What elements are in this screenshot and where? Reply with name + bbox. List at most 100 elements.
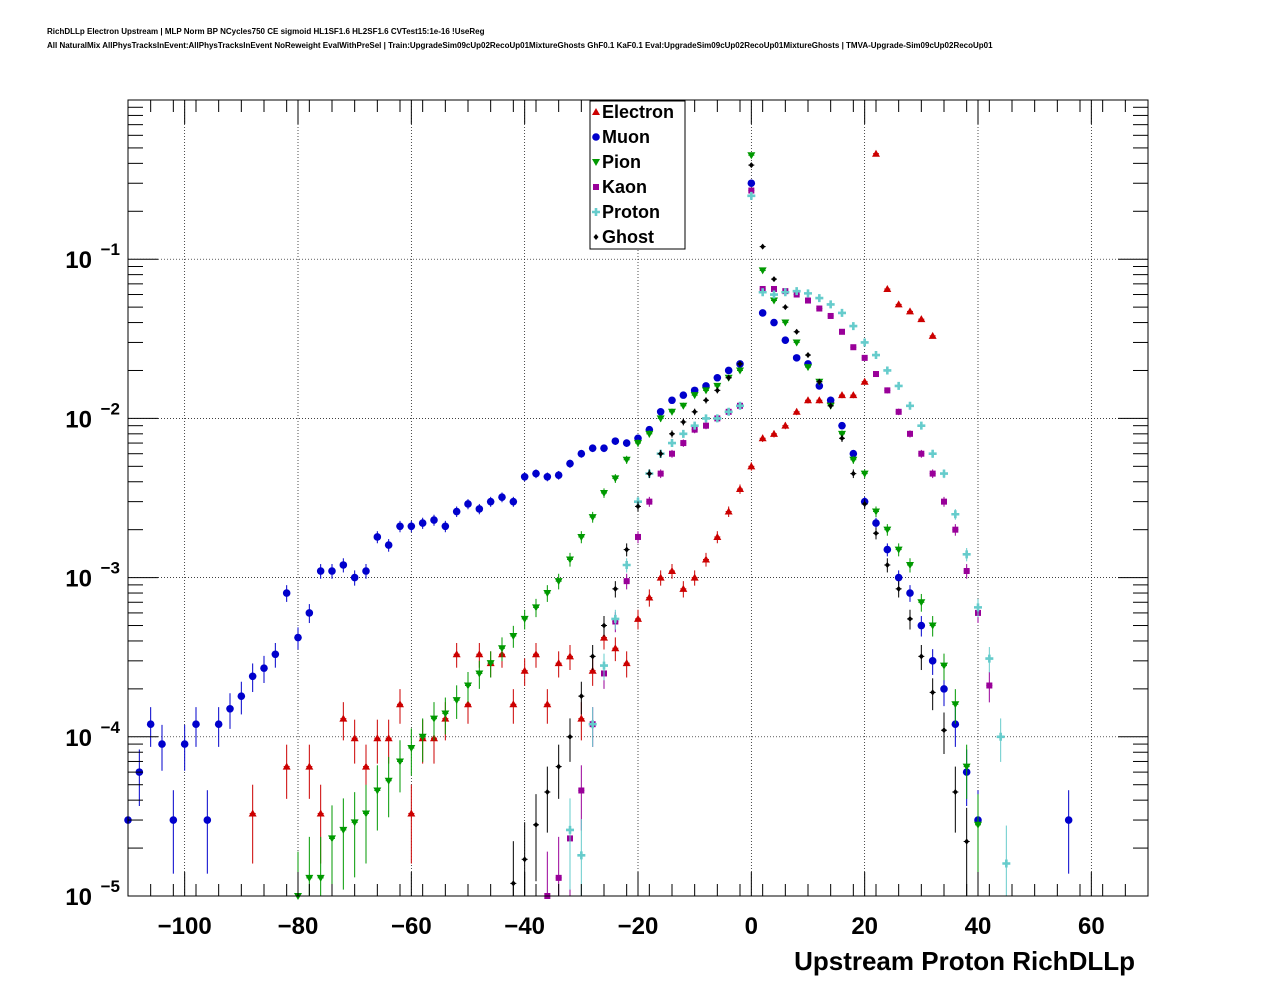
legend-item-pion[interactable]: Pion	[592, 152, 641, 172]
x-tick-label: −40	[504, 913, 545, 940]
ghost-point	[612, 585, 618, 592]
kaon-point	[748, 187, 755, 194]
proton-point	[668, 439, 676, 448]
pion-point	[838, 430, 846, 438]
kaon-point	[703, 422, 709, 429]
muon-point	[248, 672, 257, 681]
muon-point	[452, 507, 461, 516]
ghost-point	[839, 435, 845, 442]
kaon-point	[839, 328, 845, 335]
muon-point	[906, 589, 914, 597]
ghost-point	[930, 689, 936, 696]
pion-point	[339, 826, 348, 834]
electron-point	[588, 666, 597, 674]
proton-point	[940, 469, 948, 478]
kaon-point	[680, 440, 687, 447]
muon-point	[180, 740, 189, 748]
pion-point	[543, 590, 552, 598]
kaon-point	[952, 526, 959, 533]
ghost-legend-marker	[593, 234, 599, 240]
pion-point	[679, 402, 688, 410]
pion-point	[328, 835, 336, 843]
electron-point	[520, 666, 529, 674]
legend-item-electron[interactable]: Electron	[592, 102, 674, 122]
muon-point	[894, 573, 903, 582]
muon-point	[543, 472, 552, 481]
ghost-point	[703, 397, 709, 404]
muon-point	[373, 533, 382, 541]
legend-item-kaon[interactable]: Kaon	[593, 177, 647, 197]
y-tick-exponent: −4	[101, 718, 121, 737]
ghost-point	[714, 387, 720, 394]
electron-point	[622, 659, 631, 667]
pion-point	[894, 546, 903, 554]
ghost-point	[522, 856, 528, 863]
electron-point	[713, 532, 722, 540]
pion-point	[906, 561, 914, 569]
pion-point	[452, 697, 461, 705]
proton-point	[826, 300, 835, 309]
pion-point	[883, 526, 892, 534]
electron-point	[883, 284, 892, 292]
series-ghost	[510, 162, 970, 896]
proton-point	[917, 421, 926, 430]
pion-point	[441, 710, 450, 718]
kaon-point	[578, 787, 585, 794]
data-series-layer	[124, 149, 1073, 900]
muon-point	[747, 179, 756, 188]
ghost-point	[884, 561, 890, 568]
pion-point	[396, 758, 404, 766]
proton-point	[996, 732, 1005, 741]
pion-point	[917, 599, 926, 607]
ghost-point	[873, 530, 879, 537]
pion-point	[384, 777, 393, 785]
electron-point	[894, 300, 903, 308]
legend-item-ghost[interactable]: Ghost	[593, 227, 655, 247]
kaon-point	[771, 285, 777, 292]
muon-point	[554, 471, 563, 479]
legend-item-proton[interactable]: Proton	[592, 202, 660, 222]
pion-point	[373, 787, 382, 795]
proton-point	[713, 414, 722, 423]
muon-point	[316, 567, 325, 575]
proton-point	[600, 661, 608, 670]
pion-point	[872, 508, 880, 516]
muon-point	[430, 516, 438, 524]
electron-point	[781, 421, 790, 429]
muon-point	[566, 459, 574, 468]
muon-point	[282, 589, 291, 597]
ghost-point	[533, 821, 539, 828]
muon-point	[146, 720, 155, 728]
ghost-point	[760, 243, 766, 250]
pion-point	[509, 632, 518, 640]
ghost-point	[896, 585, 902, 592]
proton-point	[974, 603, 982, 612]
y-tick-exponent: −1	[101, 240, 120, 259]
proton-point	[747, 191, 756, 200]
ghost-point	[578, 693, 584, 700]
x-tick-label: −100	[158, 913, 212, 940]
muon-point	[226, 704, 234, 713]
electron-point	[509, 700, 518, 708]
pion-point	[962, 763, 971, 771]
electron-point	[815, 396, 824, 404]
y-tick-exponent: −3	[101, 559, 120, 578]
muon-point	[203, 816, 212, 824]
electron-point	[554, 659, 563, 667]
legend[interactable]: Electron Muon Pion Kaon Proton Ghost	[589, 100, 686, 250]
pion-point	[804, 364, 812, 372]
proton-point	[838, 308, 846, 317]
proton-point	[1002, 859, 1011, 868]
x-tick-label: 60	[1078, 913, 1105, 940]
pion-point	[645, 430, 654, 438]
muon-point	[237, 692, 246, 700]
proton-legend-marker	[592, 208, 600, 216]
axis-ticks	[127, 100, 1149, 897]
legend-item-muon[interactable]: Muon	[592, 127, 650, 147]
pion-point	[464, 682, 472, 690]
ghost-point	[567, 733, 573, 740]
pion-point	[951, 701, 960, 709]
electron-point	[860, 377, 869, 385]
kaon-point	[646, 498, 653, 505]
y-tick-label: 10	[65, 566, 92, 593]
